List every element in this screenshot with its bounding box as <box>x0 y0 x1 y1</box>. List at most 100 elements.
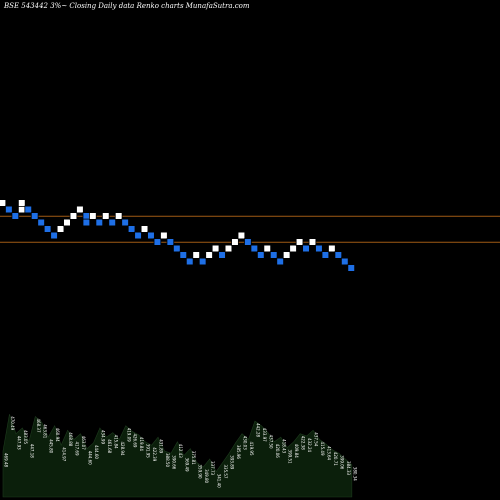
volume-label: 469.48 <box>4 453 9 467</box>
volume-label: 430.03 <box>243 436 248 450</box>
volume-label: 390.66 <box>171 455 176 469</box>
up-brick <box>289 244 297 253</box>
volume-label: 417.69 <box>75 442 80 456</box>
volume-label: 444.60 <box>94 445 99 459</box>
volume-label: 349.80 <box>204 469 209 483</box>
up-brick <box>63 218 71 227</box>
chart-title: BSE 543442 3%~ Closing Daily data Renko … <box>4 2 250 10</box>
volume-label: 335.57 <box>223 465 228 479</box>
down-brick <box>121 218 129 227</box>
up-brick <box>160 231 168 240</box>
volume-label: 359.90 <box>197 465 202 479</box>
volume-area-path <box>2 414 353 498</box>
volume-label: 468.88 <box>68 432 73 446</box>
volume-label: 393.89 <box>230 455 235 469</box>
down-brick <box>166 238 175 246</box>
volume-label: 419.95 <box>249 442 254 456</box>
volume-label: 432.24 <box>307 438 312 452</box>
up-brick <box>205 251 213 259</box>
volume-label: 415.84 <box>113 435 118 449</box>
up-brick <box>17 199 26 207</box>
down-brick <box>134 231 142 240</box>
volume-label: 460.94 <box>55 428 60 442</box>
down-brick <box>50 231 58 240</box>
volume-label: 437.50 <box>268 435 273 449</box>
down-brick <box>82 212 91 220</box>
down-brick <box>30 212 39 220</box>
volume-label: 419.09 <box>126 428 131 442</box>
down-brick <box>302 244 310 253</box>
volume-label: 422.38 <box>301 436 306 450</box>
volume-label: 483.05 <box>23 430 28 444</box>
down-brick <box>334 251 343 259</box>
down-brick <box>24 205 33 214</box>
volume-label: 442.28 <box>255 423 260 437</box>
down-brick <box>315 244 323 253</box>
down-brick <box>43 225 52 233</box>
up-brick <box>211 244 220 253</box>
volume-label: 419.84 <box>139 437 144 451</box>
volume-label: 420.71 <box>333 452 338 466</box>
volume-label: 437.54 <box>314 432 319 446</box>
down-brick <box>244 238 252 246</box>
volume-label: 468.37 <box>36 419 41 433</box>
volume-label: 463.81 <box>42 424 47 438</box>
volume-label: 412.43 <box>178 444 183 458</box>
up-brick <box>295 238 304 246</box>
volume-area <box>2 414 353 498</box>
volume-label: 337.73 <box>210 461 215 475</box>
down-brick <box>218 251 226 259</box>
volume-label: 341.40 <box>217 474 222 488</box>
up-brick <box>69 212 78 220</box>
down-brick <box>5 205 13 214</box>
volume-label: 391.95 <box>146 444 151 458</box>
volume-label: 420.06 <box>275 444 280 458</box>
volume-label: 384.33 <box>346 461 351 475</box>
down-brick <box>37 218 45 227</box>
up-brick <box>308 238 317 246</box>
down-brick <box>321 251 330 259</box>
up-brick <box>192 251 201 259</box>
up-brick <box>263 244 272 253</box>
down-brick <box>340 257 349 266</box>
down-brick <box>250 244 259 253</box>
down-brick <box>179 251 188 259</box>
down-brick <box>347 264 356 272</box>
down-brick <box>173 244 181 253</box>
volume-label: 447.93 <box>16 436 21 450</box>
down-brick <box>153 238 162 246</box>
up-brick <box>237 231 246 240</box>
down-brick <box>82 218 91 227</box>
volume-label: 461.68 <box>107 439 112 453</box>
down-brick <box>95 218 104 227</box>
volume-label: 444.60 <box>87 451 92 465</box>
up-brick <box>140 225 149 233</box>
volume-label: 434.99 <box>100 430 105 444</box>
down-brick <box>256 251 265 259</box>
volume-label: 447.18 <box>29 444 34 458</box>
down-brick <box>185 257 194 266</box>
volume-label: 375.81 <box>191 451 196 465</box>
down-brick <box>269 251 278 259</box>
volume-label: 369.49 <box>184 458 189 472</box>
down-brick <box>127 225 136 233</box>
volume-label: 463.07 <box>81 436 86 450</box>
up-brick <box>0 199 7 207</box>
volume-label: 399.51 <box>288 450 293 464</box>
up-brick <box>328 244 336 253</box>
up-brick <box>101 212 110 220</box>
volume-label: 433.97 <box>262 428 267 442</box>
volume-label: 428.94 <box>120 442 125 456</box>
volume-label: 431.89 <box>159 439 164 453</box>
down-brick <box>108 218 117 227</box>
renko-bricks <box>0 199 356 272</box>
down-brick <box>276 257 284 266</box>
volume-label: 418.43 <box>281 439 286 453</box>
down-brick <box>198 257 207 266</box>
up-brick <box>282 251 291 259</box>
volume-label: 414.97 <box>62 447 67 461</box>
up-brick <box>76 205 84 214</box>
volume-label: 426.69 <box>133 433 138 447</box>
up-brick <box>89 212 97 220</box>
